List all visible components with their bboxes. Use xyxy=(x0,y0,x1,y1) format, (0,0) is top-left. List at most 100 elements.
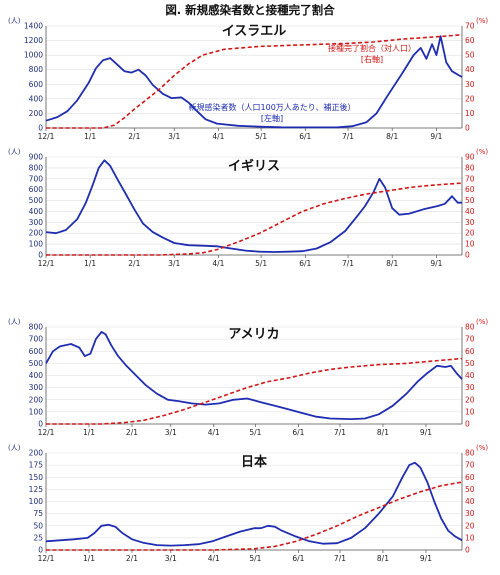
vaccination-line xyxy=(46,33,463,129)
x-tick-label: 1/1 xyxy=(84,259,96,268)
y-right-tick-label: 0 xyxy=(465,546,470,555)
y-right-tick-label: 70 xyxy=(465,22,475,31)
y-left-tick-label: 300 xyxy=(29,383,44,392)
left-unit-label: (人) xyxy=(8,444,21,452)
y-left-tick-label: 1000 xyxy=(24,51,43,60)
x-tick-label: 4/1 xyxy=(212,259,224,268)
x-tick-label: 8/1 xyxy=(377,428,389,437)
x-tick-label: 4/1 xyxy=(212,132,224,141)
y-left-tick-label: 800 xyxy=(29,163,44,172)
y-right-tick-label: 30 xyxy=(465,80,475,89)
x-tick-label: 7/1 xyxy=(334,554,346,563)
x-tick-label: 1/1 xyxy=(84,132,96,141)
y-right-tick-label: 50 xyxy=(465,196,475,205)
y-left-tick-label: 1200 xyxy=(24,36,43,45)
y-right-tick-label: 20 xyxy=(465,229,475,238)
x-tick-label: 7/1 xyxy=(334,428,346,437)
cases-line xyxy=(45,159,462,253)
y-left-tick-label: 300 xyxy=(29,218,44,227)
y-left-tick-label: 400 xyxy=(29,94,44,103)
x-tick-label: 12/1 xyxy=(38,428,55,437)
y-right-tick-label: 80 xyxy=(465,449,475,458)
x-tick-label: 1/1 xyxy=(83,554,95,563)
y-left-tick-label: 200 xyxy=(29,109,44,118)
left-unit-label: (人) xyxy=(8,17,21,25)
y-right-tick-label: 10 xyxy=(465,533,475,542)
chart-4: 025507510012515017520001020304050607080(… xyxy=(8,444,488,563)
y-left-tick-label: 400 xyxy=(29,371,44,380)
y-right-tick-label: 50 xyxy=(465,359,475,368)
y-left-tick-label: 100 xyxy=(29,407,44,416)
vaccination-line xyxy=(46,481,463,551)
x-tick-label: 4/1 xyxy=(208,428,220,437)
y-right-tick-label: 40 xyxy=(465,207,475,216)
y-right-tick-label: 50 xyxy=(465,51,475,60)
y-left-tick-label: 600 xyxy=(29,80,44,89)
chart-title: イスラエル xyxy=(222,24,287,39)
y-right-tick-label: 0 xyxy=(465,124,470,133)
x-tick-label: 9/1 xyxy=(430,132,442,141)
x-tick-label: 9/1 xyxy=(420,554,432,563)
x-tick-label: 12/1 xyxy=(38,554,55,563)
y-left-tick-label: 700 xyxy=(29,335,44,344)
x-tick-label: 8/1 xyxy=(377,554,389,563)
y-left-tick-label: 500 xyxy=(29,196,44,205)
x-tick-label: 7/1 xyxy=(342,259,354,268)
x-tick-label: 2/1 xyxy=(126,428,138,437)
y-left-tick-label: 100 xyxy=(29,240,44,249)
x-tick-label: 4/1 xyxy=(208,554,220,563)
y-left-tick-label: 125 xyxy=(29,485,44,494)
y-right-tick-label: 60 xyxy=(465,473,475,482)
annotation-vaccination-axis: [右軸] xyxy=(361,54,383,64)
y-left-tick-label: 800 xyxy=(29,323,44,332)
figure-title: 図. 新規感染者数と接種完了割合 xyxy=(165,3,335,17)
x-tick-label: 2/1 xyxy=(128,259,140,268)
y-left-tick-label: 0 xyxy=(38,124,43,133)
x-tick-label: 2/1 xyxy=(126,554,138,563)
x-tick-label: 9/1 xyxy=(420,428,432,437)
x-tick-label: 8/1 xyxy=(386,259,398,268)
y-left-tick-label: 175 xyxy=(29,461,44,470)
y-left-tick-label: 200 xyxy=(29,449,44,458)
x-tick-label: 6/1 xyxy=(292,554,304,563)
x-tick-label: 12/1 xyxy=(38,132,55,141)
x-tick-label: 3/1 xyxy=(165,554,177,563)
annotation-vaccination: 接種完了割合（対人口） xyxy=(328,43,416,53)
y-right-tick-label: 40 xyxy=(465,497,475,506)
y-right-tick-label: 60 xyxy=(465,185,475,194)
annotation-cases-axis: [左軸] xyxy=(261,113,283,123)
x-tick-label: 6/1 xyxy=(299,259,311,268)
x-tick-label: 5/1 xyxy=(255,132,267,141)
right-unit-label: (%) xyxy=(476,17,488,25)
chart-title: イギリス xyxy=(228,158,280,174)
y-left-tick-label: 600 xyxy=(29,347,44,356)
y-left-tick-label: 0 xyxy=(38,420,43,429)
y-left-tick-label: 600 xyxy=(29,185,44,194)
y-left-tick-label: 50 xyxy=(33,521,43,530)
y-left-tick-label: 0 xyxy=(38,251,43,260)
y-right-tick-label: 30 xyxy=(465,383,475,392)
cases-line xyxy=(45,331,463,420)
x-tick-label: 5/1 xyxy=(255,259,267,268)
x-tick-label: 12/1 xyxy=(38,259,55,268)
chart-1: 0 200 400 600 800 1000 1200 1400 0 10 20 30 40 50 60 70… xyxy=(8,17,488,141)
y-left-tick-label: 700 xyxy=(29,174,44,183)
y-right-tick-label: 40 xyxy=(465,371,475,380)
x-tick-label: 1/1 xyxy=(83,428,95,437)
cases-line xyxy=(45,461,463,547)
x-tick-label: 8/1 xyxy=(386,132,398,141)
chart-title: アメリカ xyxy=(228,327,279,342)
x-tick-label: 9/1 xyxy=(430,259,442,268)
vaccination-line xyxy=(46,182,463,256)
y-right-tick-label: 70 xyxy=(465,461,475,470)
y-left-tick-label: 200 xyxy=(29,395,44,404)
left-unit-label: (人) xyxy=(8,318,21,326)
y-right-tick-label: 30 xyxy=(465,509,475,518)
y-right-tick-label: 20 xyxy=(465,395,475,404)
y-left-tick-label: 100 xyxy=(29,497,44,506)
chart-3: 0 100 200 300 400 500 600 700 800 0 10 20 30 40 50 60 70… xyxy=(8,318,488,437)
y-left-tick-label: 200 xyxy=(29,229,44,238)
cases-line xyxy=(45,35,463,129)
